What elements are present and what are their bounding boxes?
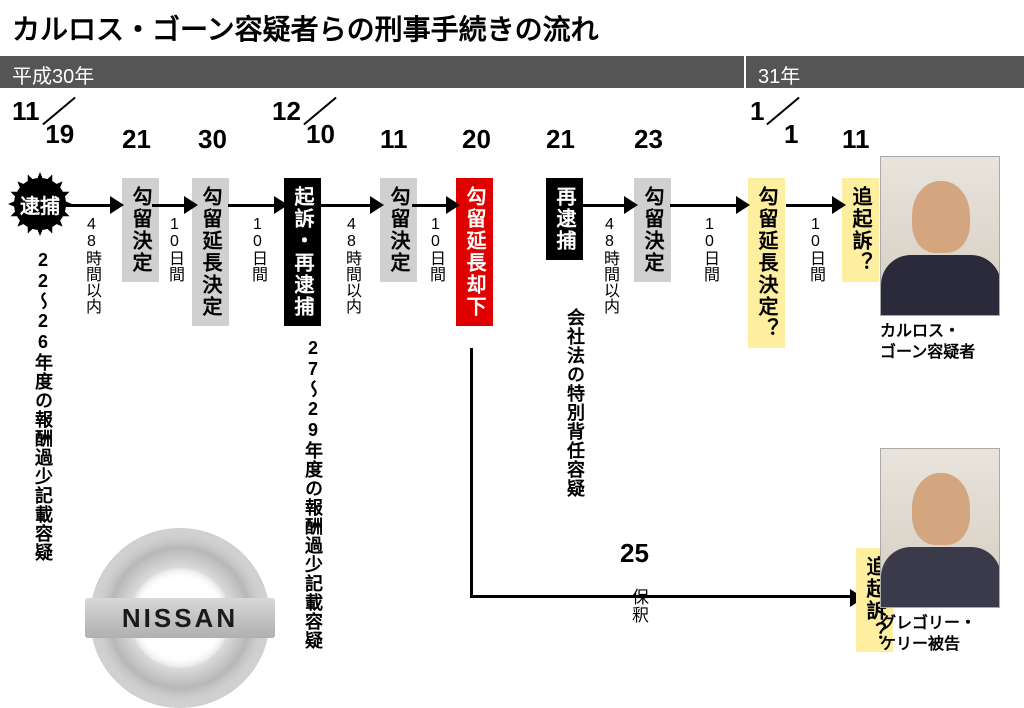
event-label: 起訴・再逮捕 xyxy=(284,178,321,326)
date-slot: 11 xyxy=(750,96,802,150)
date-slot: 30 xyxy=(198,96,227,155)
arrow-label: 48時間以内 xyxy=(597,216,621,314)
month: 12 xyxy=(272,96,301,127)
person-name: カルロス・ゴーン容疑者 xyxy=(880,322,1000,364)
timeline-arrow: 10日間 xyxy=(786,196,846,214)
timeline-arrow: 48時間以内 xyxy=(582,196,638,214)
timeline-arrow: 10日間 xyxy=(670,196,750,214)
day: 20 xyxy=(462,124,491,155)
timeline-arrow: 48時間以内 xyxy=(60,196,124,214)
event-badge: 勾留決定 xyxy=(634,178,758,282)
day: 21 xyxy=(546,124,575,155)
date-slot: 11 xyxy=(842,96,870,155)
arrow-label: 10日間 xyxy=(803,216,827,282)
logo-text: NISSAN xyxy=(85,598,275,638)
branch-day: 25 xyxy=(620,538,649,569)
year-left: 平成30年 xyxy=(0,56,744,88)
page-title: カルロス・ゴーン容疑者らの刑事手続きの流れ xyxy=(0,0,1024,56)
note-text: 27〜29年度の報酬過少記載容疑 xyxy=(300,338,326,650)
bail-label: 保釈 xyxy=(626,588,651,624)
arrow-label: 10日間 xyxy=(423,216,447,282)
event-badge: 再逮捕 xyxy=(546,178,641,260)
month: 1 xyxy=(750,96,764,127)
year-right: 31年 xyxy=(744,56,1024,88)
event-label: 勾留延長決定？ xyxy=(748,178,785,348)
person-card: カルロス・ゴーン容疑者 xyxy=(880,156,1000,364)
day: 11 xyxy=(380,124,408,155)
timeline-arrow: 10日間 xyxy=(152,196,198,214)
date-slot: 1210 xyxy=(272,96,339,150)
arrow-label: 48時間以内 xyxy=(79,216,103,314)
date-slot: 1119 xyxy=(12,96,78,150)
date-slot: 21 xyxy=(546,96,575,155)
person-name: グレゴリー・ケリー被告 xyxy=(880,614,1000,656)
arrest-badge: 逮捕 xyxy=(14,178,66,230)
person-photo xyxy=(880,156,1000,316)
timeline: 111921301210112021231111 逮捕勾留決定勾留延長決定起訴・… xyxy=(0,88,1024,668)
year-bar: 平成30年 31年 xyxy=(0,56,1024,88)
event-label: 勾留決定 xyxy=(122,178,159,282)
event-label: 再逮捕 xyxy=(546,178,583,260)
arrow-label: 48時間以内 xyxy=(339,216,363,314)
arrow-label: 10日間 xyxy=(162,216,186,282)
event-label: 勾留決定 xyxy=(380,178,417,282)
timeline-arrow: 10日間 xyxy=(228,196,288,214)
day: 21 xyxy=(122,124,151,155)
person-photo xyxy=(880,448,1000,608)
date-slot: 20 xyxy=(462,96,491,155)
event-label: 追起訴？ xyxy=(842,178,879,282)
date-slot: 21 xyxy=(122,96,151,155)
nissan-logo: NISSAN xyxy=(90,528,270,708)
branch-line xyxy=(470,348,850,598)
person-card: グレゴリー・ケリー被告 xyxy=(880,448,1000,656)
timeline-arrow: 10日間 xyxy=(412,196,460,214)
event-badge: 逮捕 xyxy=(14,178,66,230)
event-label: 勾留決定 xyxy=(634,178,671,282)
arrow-label: 10日間 xyxy=(245,216,269,282)
day: 23 xyxy=(634,124,663,155)
date-slot: 23 xyxy=(634,96,663,155)
arrow-label: 10日間 xyxy=(697,216,721,282)
month: 11 xyxy=(12,96,40,127)
timeline-arrow: 48時間以内 xyxy=(320,196,384,214)
event-label: 勾留延長却下 xyxy=(456,178,493,326)
note-text: 22〜26年度の報酬過少記載容疑 xyxy=(30,250,56,562)
day: 30 xyxy=(198,124,227,155)
date-slot: 11 xyxy=(380,96,408,155)
day: 11 xyxy=(842,124,870,155)
